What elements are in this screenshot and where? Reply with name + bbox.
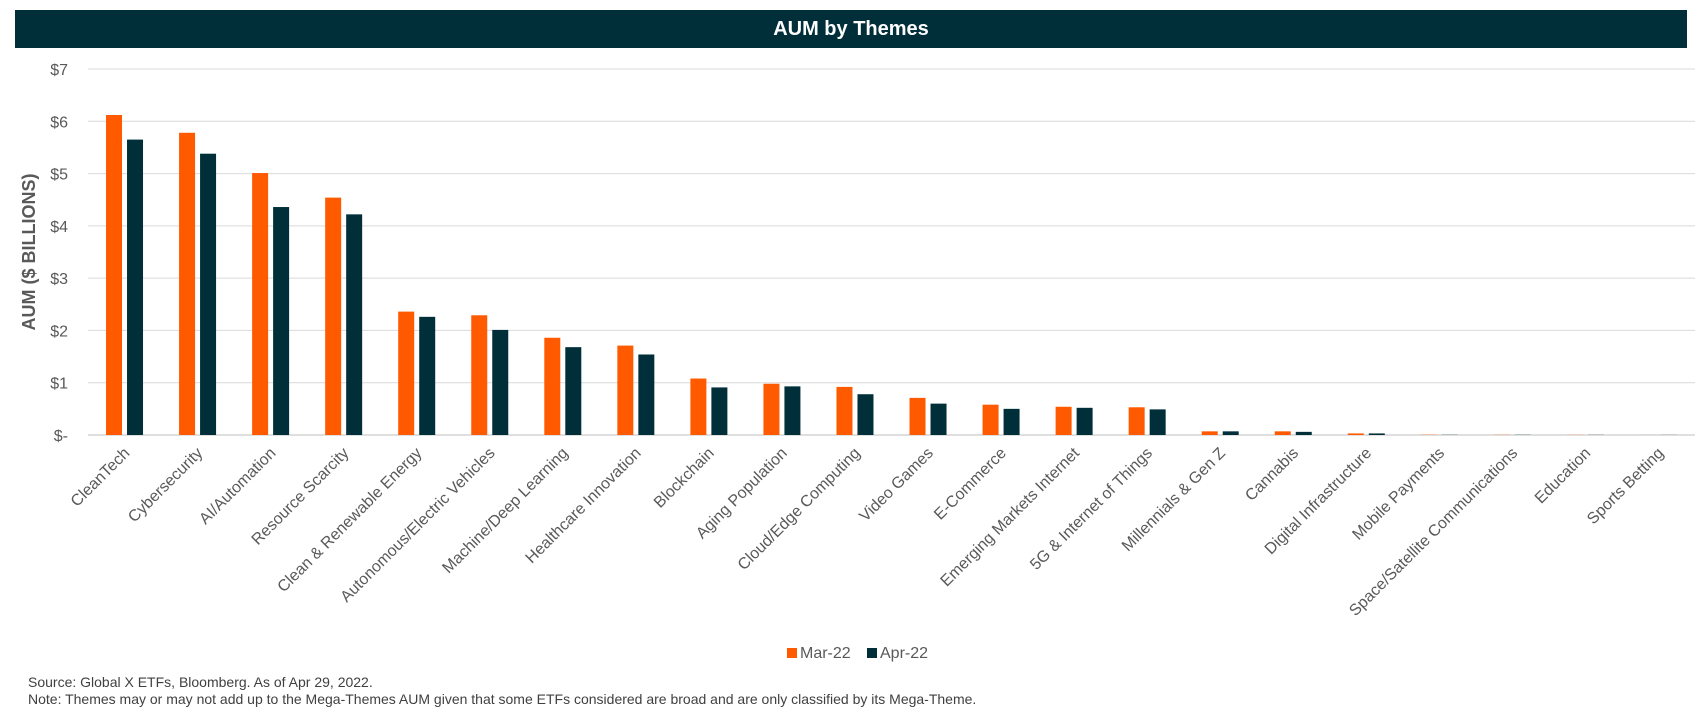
y-tick-label: $6 [50,114,68,131]
bar-mar-22 [1274,431,1291,435]
x-tick-label: Cannabis [1242,445,1302,505]
bar-mar-22 [1201,431,1218,435]
footnotes: Source: Global X ETFs, Bloomberg. As of … [28,674,976,708]
y-axis-label: AUM ($ BILLIONS) [19,174,39,331]
bar-mar-22 [836,386,853,435]
bar-mar-22 [1128,407,1145,435]
bar-apr-22 [857,394,874,435]
bar-apr-22 [711,387,728,435]
x-tick-label: Blockchain [651,445,718,512]
bar-apr-22 [565,347,582,435]
bar-apr-22 [1076,407,1093,435]
chart-title: AUM by Themes [15,10,1687,48]
bar-mar-22 [617,345,634,435]
y-tick-label: $3 [50,271,68,288]
y-tick-label: $2 [50,323,68,340]
x-tick-label: Sports Betting [1584,445,1667,528]
source-note: Source: Global X ETFs, Bloomberg. As of … [28,674,373,690]
x-tick-label: Video Games [856,445,936,525]
x-tick-label: Machine/Deep Learning [439,445,571,577]
x-tick-label: Cybersecurity [125,445,206,526]
bar-mar-22 [690,378,707,435]
x-tick-label: AI/Automation [196,445,279,528]
disclaimer-note: Note: Themes may or may not add up to th… [28,691,977,707]
bar-apr-22 [1295,431,1312,435]
bar-apr-22 [273,207,290,435]
bar-mar-22 [1055,406,1072,435]
bar-mar-22 [909,397,926,435]
x-tick-label: 5G & Internet of Things [1027,445,1156,574]
bar-mar-22 [179,132,196,435]
bar-apr-22 [638,354,655,435]
bar-mar-22 [471,315,488,435]
legend-label: Mar-22 [800,645,851,662]
x-tick-label: E-Commerce [931,445,1010,524]
bar-apr-22 [127,139,144,436]
bar-apr-22 [346,214,363,435]
bar-mar-22 [982,404,999,435]
bar-apr-22 [930,403,947,435]
bar-apr-22 [419,316,436,435]
legend-swatch [787,648,797,658]
bar-mar-22 [1347,433,1364,435]
bar-apr-22 [200,153,217,435]
bar-chart: $- $1 $2 $3 $4 $5 $6 $7 AUM ($ BILLIONS) CleanTec… [19,62,1695,662]
bar-apr-22 [1003,408,1020,435]
x-tick-label: Autonomous/Electric Vehicles [338,445,499,606]
x-tick-label: Clean & Renewable Energy [275,445,426,596]
bar-mar-22 [398,311,415,435]
x-tick-label: Cloud/Edge Computing [735,445,864,574]
bar-mar-22 [325,197,342,435]
x-tick-label: CleanTech [68,445,133,510]
y-tick-label: $4 [50,219,68,236]
x-tick-label: Education [1532,445,1594,507]
y-tick-label: $- [54,428,68,445]
bar-apr-22 [784,386,801,435]
y-tick-label: $7 [50,62,68,79]
bar-mar-22 [252,173,269,435]
bar-apr-22 [1222,431,1239,435]
y-tick-label: $5 [50,167,68,184]
legend-swatch [867,648,877,658]
y-tick-label: $1 [50,376,68,393]
bar-mar-22 [763,383,780,435]
bar-mar-22 [106,115,123,436]
bar-apr-22 [492,329,509,435]
x-tick-label: Emerging Markets Internet [938,444,1084,590]
bar-mar-22 [544,337,561,435]
legend-label: Apr-22 [880,645,928,662]
bar-apr-22 [1149,409,1166,435]
bar-apr-22 [1368,433,1385,435]
